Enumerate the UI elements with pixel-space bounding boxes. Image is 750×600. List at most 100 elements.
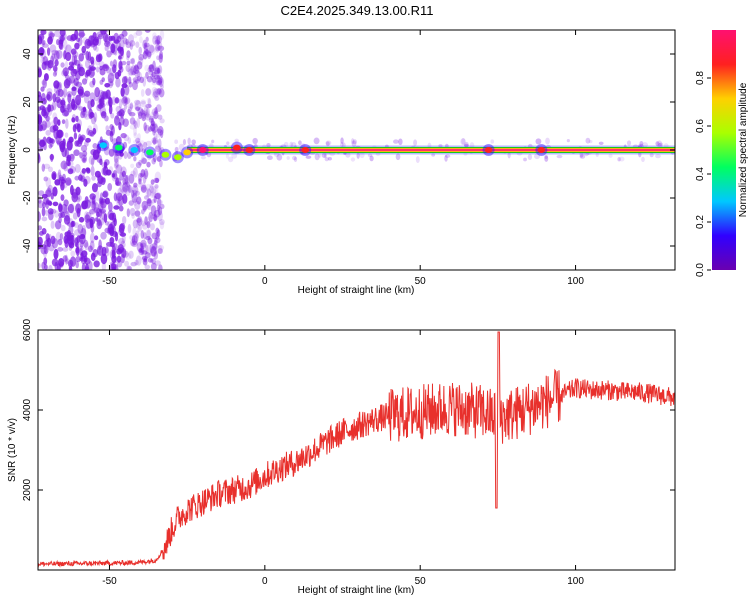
noise-point [104, 34, 111, 45]
noise-point [114, 71, 120, 80]
noise-point [140, 182, 147, 191]
noise-point [38, 68, 42, 78]
ridge-speckle [283, 141, 289, 147]
x-tick-label: 100 [567, 576, 584, 587]
noise-point [40, 244, 47, 250]
noise-point [132, 119, 137, 127]
noise-point [153, 131, 158, 140]
noise-point [45, 115, 51, 122]
noise-point [52, 124, 56, 134]
noise-point [118, 98, 123, 109]
noise-point [150, 258, 154, 264]
noise-point [157, 78, 163, 84]
noise-point [146, 75, 153, 83]
ridge-speckle [655, 154, 661, 159]
noise-point [76, 99, 82, 109]
ridge-speckle [350, 157, 356, 162]
noise-point [111, 173, 115, 178]
spectrogram-ticks: -50 0 50 100 -40 -20 0 20 40 [22, 30, 675, 287]
noise-point [151, 157, 156, 165]
noise-point [41, 106, 46, 113]
noise-point [69, 256, 77, 267]
noise-point [151, 71, 156, 78]
noise-point [108, 201, 113, 212]
noise-point [126, 55, 130, 61]
ridge-speckle [413, 139, 418, 147]
noise-point [132, 80, 138, 91]
noise-point [146, 188, 152, 197]
noise-point [141, 250, 148, 255]
noise-point [130, 261, 137, 267]
noise-point [119, 232, 127, 237]
noise-point [75, 103, 80, 108]
noise-point [154, 184, 159, 189]
noise-point [38, 225, 43, 231]
noise-point [147, 257, 153, 263]
ridge-speckle [438, 144, 443, 148]
noise-point [97, 218, 101, 227]
noise-point [119, 172, 124, 181]
noise-point [113, 153, 119, 164]
noise-point [135, 255, 142, 266]
noise-point [68, 225, 74, 235]
noise-point [133, 156, 137, 162]
noise-point [41, 261, 46, 270]
noise-point [74, 30, 79, 40]
noise-point [103, 146, 111, 156]
noise-point [158, 264, 163, 270]
noise-point [126, 208, 131, 218]
noise-point [157, 248, 163, 254]
noise-point [158, 76, 164, 87]
noise-point [131, 185, 139, 195]
noise-point [38, 36, 43, 45]
noise-point [63, 39, 68, 51]
ridge-speckle [351, 138, 355, 145]
ridge-speckle [617, 157, 621, 162]
noise-point [38, 236, 43, 247]
noise-point [130, 170, 136, 176]
noise-point [132, 226, 137, 237]
noise-point [41, 92, 46, 102]
noise-point [54, 59, 59, 67]
noise-point [78, 174, 83, 181]
ridge-point [484, 147, 493, 153]
ridge-speckle [544, 155, 549, 162]
noise-point [79, 234, 86, 245]
noise-point [119, 222, 126, 231]
noise-point [128, 34, 135, 44]
noise-point [78, 30, 85, 39]
noise-point [51, 173, 56, 180]
noise-point [79, 239, 84, 248]
noise-point [152, 153, 157, 163]
noise-point [140, 100, 147, 108]
noise-point [74, 123, 80, 129]
noise-point [82, 150, 88, 157]
noise-point [154, 177, 160, 184]
noise-point [130, 189, 135, 198]
noise-point [38, 66, 42, 73]
noise-point [140, 99, 146, 105]
noise-point [153, 177, 160, 183]
ridge-point [174, 154, 182, 161]
noise-point [130, 239, 136, 247]
noise-point [111, 40, 118, 49]
noise-point [58, 202, 62, 211]
noise-point [64, 211, 70, 222]
noise-point [71, 117, 76, 123]
noise-point [75, 255, 81, 263]
noise-point [154, 65, 160, 72]
noise-point [152, 122, 158, 129]
noise-point [113, 205, 120, 210]
noise-point [101, 77, 105, 83]
noise-point [120, 112, 124, 119]
noise-point [38, 118, 41, 124]
noise-point [118, 66, 124, 73]
chart-title: C2E4.2025.349.13.00.R11 [281, 3, 434, 18]
noise-point [75, 246, 80, 257]
noise-point [68, 241, 75, 249]
noise-point [93, 39, 98, 48]
noise-point [78, 216, 85, 223]
noise-point [154, 95, 160, 101]
noise-point [124, 260, 130, 267]
noise-point [65, 44, 72, 55]
